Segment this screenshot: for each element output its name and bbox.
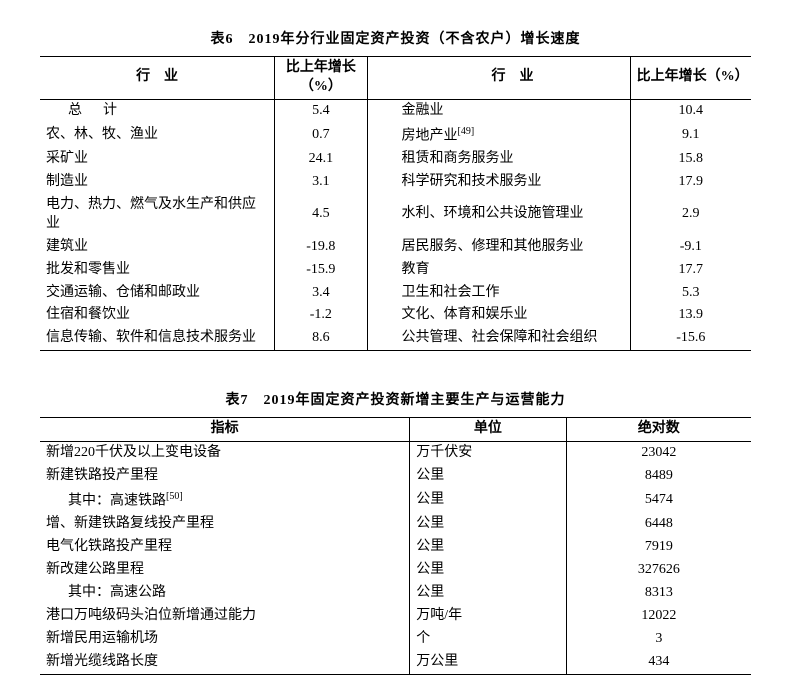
t7-val: 3 [566, 628, 751, 651]
t7-name: 港口万吨级码头泊位新增通过能力 [40, 605, 410, 628]
t7-name: 新建铁路投产里程 [40, 465, 410, 488]
t6-h-growth-r: 比上年增长（%） [630, 57, 751, 100]
t7-name: 其中：高速公路 [40, 582, 410, 605]
t6-right-name: 房地产业[49] [395, 123, 630, 149]
t7-val: 23042 [566, 442, 751, 465]
t7-unit: 万公里 [410, 651, 566, 674]
t6-right-name: 科学研究和技术服务业 [395, 171, 630, 194]
t6-left-name: 农、林、牧、渔业 [40, 123, 275, 149]
t6-right-name: 金融业 [395, 99, 630, 122]
t6-left-val: 4.5 [275, 194, 367, 236]
t6-right-name: 租赁和商务服务业 [395, 148, 630, 171]
t7-name: 电气化铁路投产里程 [40, 536, 410, 559]
t6-right-val: -9.1 [630, 236, 751, 259]
t6-left-val: 0.7 [275, 123, 367, 149]
t6-right-name: 水利、环境和公共设施管理业 [395, 194, 630, 236]
t7-unit: 个 [410, 628, 566, 651]
t7-val: 434 [566, 651, 751, 674]
t6-right-val: -15.6 [630, 327, 751, 350]
t7-unit: 公里 [410, 536, 566, 559]
t6-right-val: 2.9 [630, 194, 751, 236]
t6-right-name: 教育 [395, 259, 630, 282]
t6-left-name: 住宿和餐饮业 [40, 304, 275, 327]
t6-left-name: 采矿业 [40, 148, 275, 171]
t6-left-val: -1.2 [275, 304, 367, 327]
table6-title: 表6 2019年分行业固定资产投资（不含农户）增长速度 [40, 28, 751, 48]
t6-right-val: 13.9 [630, 304, 751, 327]
t6-left-name: 制造业 [40, 171, 275, 194]
t6-left-val: 3.1 [275, 171, 367, 194]
t6-right-val: 5.3 [630, 282, 751, 305]
t7-val: 327626 [566, 559, 751, 582]
t6-left-name: 信息传输、软件和信息技术服务业 [40, 327, 275, 350]
t6-left-val: -15.9 [275, 259, 367, 282]
t6-h-industry-l: 行 业 [40, 57, 275, 100]
t6-right-name: 公共管理、社会保障和社会组织 [395, 327, 630, 350]
t6-left-val: 24.1 [275, 148, 367, 171]
t7-unit: 万吨/年 [410, 605, 566, 628]
t7-unit: 万千伏安 [410, 442, 566, 465]
t7-name: 其中：高速铁路[50] [40, 488, 410, 514]
t7-unit: 公里 [410, 488, 566, 514]
t6-left-name: 总计 [40, 99, 275, 122]
t6-right-name: 卫生和社会工作 [395, 282, 630, 305]
t7-name: 新增民用运输机场 [40, 628, 410, 651]
t6-right-val: 15.8 [630, 148, 751, 171]
table7: 指标 单位 绝对数 新增220千伏及以上变电设备万千伏安23042 新建铁路投产里… [40, 417, 751, 674]
t6-left-val: 8.6 [275, 327, 367, 350]
t6-right-name: 居民服务、修理和其他服务业 [395, 236, 630, 259]
t7-name: 新改建公路里程 [40, 559, 410, 582]
t7-unit: 公里 [410, 465, 566, 488]
t6-left-name: 批发和零售业 [40, 259, 275, 282]
t7-val: 8489 [566, 465, 751, 488]
table7-title: 表7 2019年固定资产投资新增主要生产与运营能力 [40, 389, 751, 409]
t7-val: 12022 [566, 605, 751, 628]
t6-h-industry-r: 行 业 [395, 57, 630, 100]
t6-left-val: -19.8 [275, 236, 367, 259]
t6-right-val: 9.1 [630, 123, 751, 149]
t7-val: 7919 [566, 536, 751, 559]
t7-h-indicator: 指标 [40, 418, 410, 442]
t7-h-abs: 绝对数 [566, 418, 751, 442]
t7-unit: 公里 [410, 582, 566, 605]
t7-name: 新增光缆线路长度 [40, 651, 410, 674]
table6: 行 业 比上年增长（%） 行 业 比上年增长（%） 总计5.4 金融业10.4 农、… [40, 56, 751, 351]
t6-right-val: 17.7 [630, 259, 751, 282]
t7-name: 新增220千伏及以上变电设备 [40, 442, 410, 465]
t6-left-val: 3.4 [275, 282, 367, 305]
t6-left-name: 建筑业 [40, 236, 275, 259]
t6-right-val: 10.4 [630, 99, 751, 122]
t7-unit: 公里 [410, 513, 566, 536]
t7-h-unit: 单位 [410, 418, 566, 442]
t6-left-val: 5.4 [275, 99, 367, 122]
t7-val: 6448 [566, 513, 751, 536]
t6-left-name: 交通运输、仓储和邮政业 [40, 282, 275, 305]
t6-h-growth-l: 比上年增长（%） [275, 57, 367, 100]
t6-left-name: 电力、热力、燃气及水生产和供应业 [40, 194, 275, 236]
t7-name: 增、新建铁路复线投产里程 [40, 513, 410, 536]
t6-right-val: 17.9 [630, 171, 751, 194]
t7-val: 8313 [566, 582, 751, 605]
t6-right-name: 文化、体育和娱乐业 [395, 304, 630, 327]
t7-unit: 公里 [410, 559, 566, 582]
t7-val: 5474 [566, 488, 751, 514]
